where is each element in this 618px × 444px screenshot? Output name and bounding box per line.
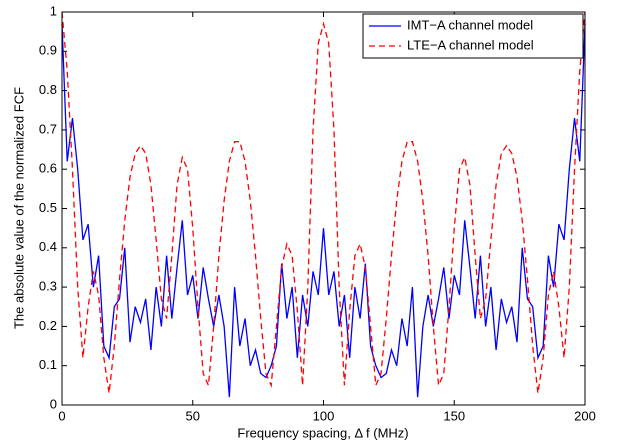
line-series [61, 11, 586, 394]
x-tick-label: 200 [574, 408, 596, 423]
y-tick-label: 0 [50, 396, 57, 411]
y-tick-label: 0.4 [39, 239, 57, 254]
legend-label: LTE−A channel model [407, 37, 534, 52]
x-axis-label: Frequency spacing, Δ f (MHz) [237, 425, 408, 440]
x-tick-label: 50 [186, 408, 200, 423]
y-tick-label: 0.7 [39, 121, 57, 136]
y-tick-label: 0.8 [39, 82, 57, 97]
y-tick-label: 0.1 [39, 357, 57, 372]
x-tick-label: 0 [58, 408, 65, 423]
y-tick-label: 0.9 [39, 43, 57, 58]
y-tick-label: 0.2 [39, 318, 57, 333]
x-tick-label: 150 [443, 408, 465, 423]
line-series [61, 23, 586, 398]
plot-frame [61, 11, 586, 406]
y-axis-label: The absolute value of the normalized FCF [11, 87, 26, 329]
legend-box [362, 13, 584, 59]
y-tick-label: 0.3 [39, 279, 57, 294]
x-tick-label: 100 [313, 408, 335, 423]
y-tick-label: 0.5 [39, 200, 57, 215]
y-tick-label: 1 [50, 3, 57, 18]
legend-label: IMT−A channel model [407, 17, 533, 32]
y-tick-label: 0.6 [39, 161, 57, 176]
